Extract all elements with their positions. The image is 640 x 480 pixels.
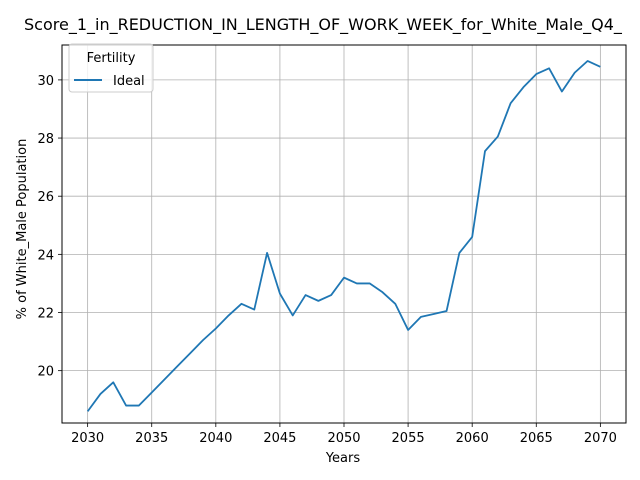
y-axis-label: % of White_Male Population: [15, 139, 30, 320]
x-tick-label: 2050: [327, 431, 360, 446]
x-tick-label: 2035: [135, 431, 168, 446]
x-tick-label: 2060: [456, 431, 489, 446]
x-axis-ticks: 2030 2035 2040 2045 2050 2055 2060 2065 2070: [71, 423, 617, 446]
x-tick-label: 2065: [520, 431, 553, 446]
x-axis-label: Years: [325, 451, 361, 466]
y-tick-label: 20: [37, 365, 54, 380]
y-tick-label: 26: [37, 190, 54, 205]
y-tick-label: 30: [37, 74, 54, 89]
y-tick-label: 24: [37, 248, 54, 263]
y-axis-ticks: 20 22 24 26 28 30: [37, 74, 62, 380]
chart-title: Score_1_in_REDUCTION_IN_LENGTH_OF_WORK_W…: [24, 15, 623, 35]
legend-title: Fertility: [87, 51, 136, 66]
x-tick-label: 2040: [199, 431, 232, 446]
y-tick-label: 28: [37, 132, 54, 147]
x-tick-label: 2070: [584, 431, 617, 446]
grid-lines: [62, 45, 626, 423]
x-tick-label: 2045: [263, 431, 296, 446]
y-tick-label: 22: [37, 307, 54, 322]
series-line-ideal: [86, 60, 601, 412]
series-layer: [86, 60, 601, 412]
x-tick-label: 2030: [71, 431, 104, 446]
x-tick-label: 2055: [392, 431, 425, 446]
legend: Fertility Ideal: [68, 43, 154, 93]
legend-label-ideal: Ideal: [113, 74, 145, 89]
